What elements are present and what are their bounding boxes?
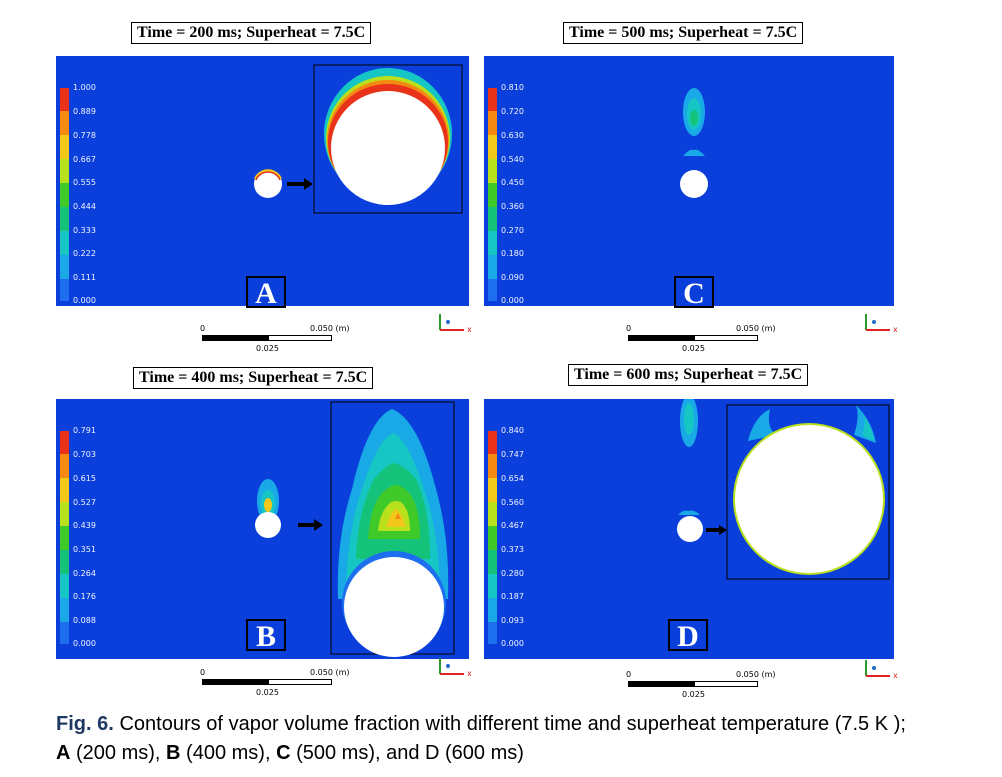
legend-label: 0.000 <box>73 639 96 648</box>
legend-label: 0.187 <box>501 592 524 601</box>
legend-label: 0.450 <box>501 178 524 187</box>
scale-end: 0.050 (m) <box>736 670 776 679</box>
panel-d-scale-bar: 0 0.050 (m) 0.025 <box>626 670 856 704</box>
panel-d-legend: 0.840 0.747 0.654 0.560 0.467 0.373 0.28… <box>488 426 548 651</box>
legend-label: 0.088 <box>73 616 96 625</box>
legend-label: 0.000 <box>501 296 524 305</box>
scale-mid: 0.025 <box>256 344 279 353</box>
scale-zero: 0 <box>200 668 206 677</box>
legend-label: 0.540 <box>501 155 524 164</box>
panel-b-legend: 0.791 0.703 0.615 0.527 0.439 0.351 0.26… <box>60 426 120 651</box>
legend-label: 0.176 <box>73 592 96 601</box>
caption-c-text: (500 ms), and D (600 ms) <box>290 742 524 764</box>
scale-zero: 0 <box>200 324 206 333</box>
legend-label: 0.467 <box>501 521 524 530</box>
legend-label: 0.889 <box>73 107 96 116</box>
legend-label: 0.439 <box>73 521 96 530</box>
axis-label: x <box>467 669 472 678</box>
legend-label: 0.090 <box>501 273 524 282</box>
scale-end: 0.050 (m) <box>310 668 350 677</box>
legend-label: 0.703 <box>73 450 96 459</box>
caption-text: Contours of vapor volume fraction with d… <box>113 713 906 735</box>
scale-mid: 0.025 <box>256 688 279 697</box>
panel-c-letter: C <box>674 276 714 310</box>
axis-label: x <box>893 325 898 334</box>
panel-c-contour: 0.810 0.720 0.630 0.540 0.450 0.360 0.27… <box>484 56 894 310</box>
panel-d-title: Time = 600 ms; Superheat = 7.5C <box>568 364 809 386</box>
panel-c-axis-triad: x <box>862 310 902 334</box>
legend-label: 0.351 <box>73 545 96 554</box>
axis-label: x <box>893 671 898 680</box>
panel-d-contour: 0.840 0.747 0.654 0.560 0.467 0.373 0.28… <box>484 399 894 659</box>
legend-label: 0.264 <box>73 569 96 578</box>
panel-d-axis-triad: x <box>862 656 902 680</box>
legend-label: 0.810 <box>501 83 524 92</box>
legend-label: 0.778 <box>73 131 96 140</box>
legend-label: 0.527 <box>73 498 96 507</box>
panel-a-scale-bar: 0 0.050 (m) 0.025 <box>200 324 430 358</box>
panel-d-contour-graphic <box>677 399 890 580</box>
legend-label: 0.560 <box>501 498 524 507</box>
legend-label: 0.720 <box>501 107 524 116</box>
axis-label: x <box>467 325 472 334</box>
panel-a-axis-triad: x <box>436 310 476 334</box>
scale-zero: 0 <box>626 670 632 679</box>
legend-label: 0.000 <box>501 639 524 648</box>
panel-b-axis-triad: x <box>436 654 476 678</box>
legend-label: 0.093 <box>501 616 524 625</box>
panel-b-contour: 0.791 0.703 0.615 0.527 0.439 0.351 0.26… <box>56 399 469 659</box>
legend-label: 0.180 <box>501 249 524 258</box>
legend-label: 0.444 <box>73 202 96 211</box>
legend-label: 0.840 <box>501 426 524 435</box>
panel-b-scale-bar: 0 0.050 (m) 0.025 <box>200 668 430 702</box>
panel-c-contour-graphic <box>680 88 708 198</box>
legend-label: 0.555 <box>73 178 96 187</box>
legend-label: 0.000 <box>73 296 96 305</box>
legend-label: 0.747 <box>501 450 524 459</box>
panel-a-legend: 1.000 0.889 0.778 0.667 0.555 0.444 0.33… <box>60 83 120 308</box>
scale-mid: 0.025 <box>682 344 705 353</box>
panel-b-letter: B <box>246 619 286 653</box>
legend-label: 0.111 <box>73 273 96 282</box>
legend-label: 0.222 <box>73 249 96 258</box>
caption-a-text: (200 ms), <box>70 742 167 764</box>
panel-b-contour-graphic <box>255 401 455 657</box>
panel-c-scale-bar: 0 0.050 (m) 0.025 <box>626 324 856 358</box>
scale-mid: 0.025 <box>682 690 705 699</box>
scale-end: 0.050 (m) <box>310 324 350 333</box>
legend-label: 0.333 <box>73 226 96 235</box>
panel-a-contour-graphic <box>254 64 463 214</box>
legend-label: 0.280 <box>501 569 524 578</box>
panel-c-title: Time = 500 ms; Superheat = 7.5C <box>563 22 804 44</box>
scale-end: 0.050 (m) <box>736 324 776 333</box>
panel-a-letter: A <box>246 276 286 310</box>
legend-label: 0.630 <box>501 131 524 140</box>
legend-label: 0.270 <box>501 226 524 235</box>
legend-label: 0.654 <box>501 474 524 483</box>
legend-label: 0.615 <box>73 474 96 483</box>
panel-a-contour: 1.000 0.889 0.778 0.667 0.555 0.444 0.33… <box>56 56 469 310</box>
figure-caption: Fig. 6. Contours of vapor volume fractio… <box>56 710 906 768</box>
legend-label: 0.360 <box>501 202 524 211</box>
panel-a-title: Time = 200 ms; Superheat = 7.5C <box>131 22 372 44</box>
caption-b: B <box>166 742 181 764</box>
legend-label: 1.000 <box>73 83 96 92</box>
caption-label: Fig. 6. <box>56 713 114 735</box>
legend-label: 0.667 <box>73 155 96 164</box>
panel-d-letter: D <box>668 619 708 653</box>
panel-b-title: Time = 400 ms; Superheat = 7.5C <box>133 367 374 389</box>
scale-zero: 0 <box>626 324 632 333</box>
legend-label: 0.373 <box>501 545 524 554</box>
panel-c-legend: 0.810 0.720 0.630 0.540 0.450 0.360 0.27… <box>488 83 548 308</box>
caption-b-text: (400 ms), <box>180 742 277 764</box>
legend-label: 0.791 <box>73 426 96 435</box>
caption-a: A <box>56 742 71 764</box>
caption-c: C <box>276 742 291 764</box>
